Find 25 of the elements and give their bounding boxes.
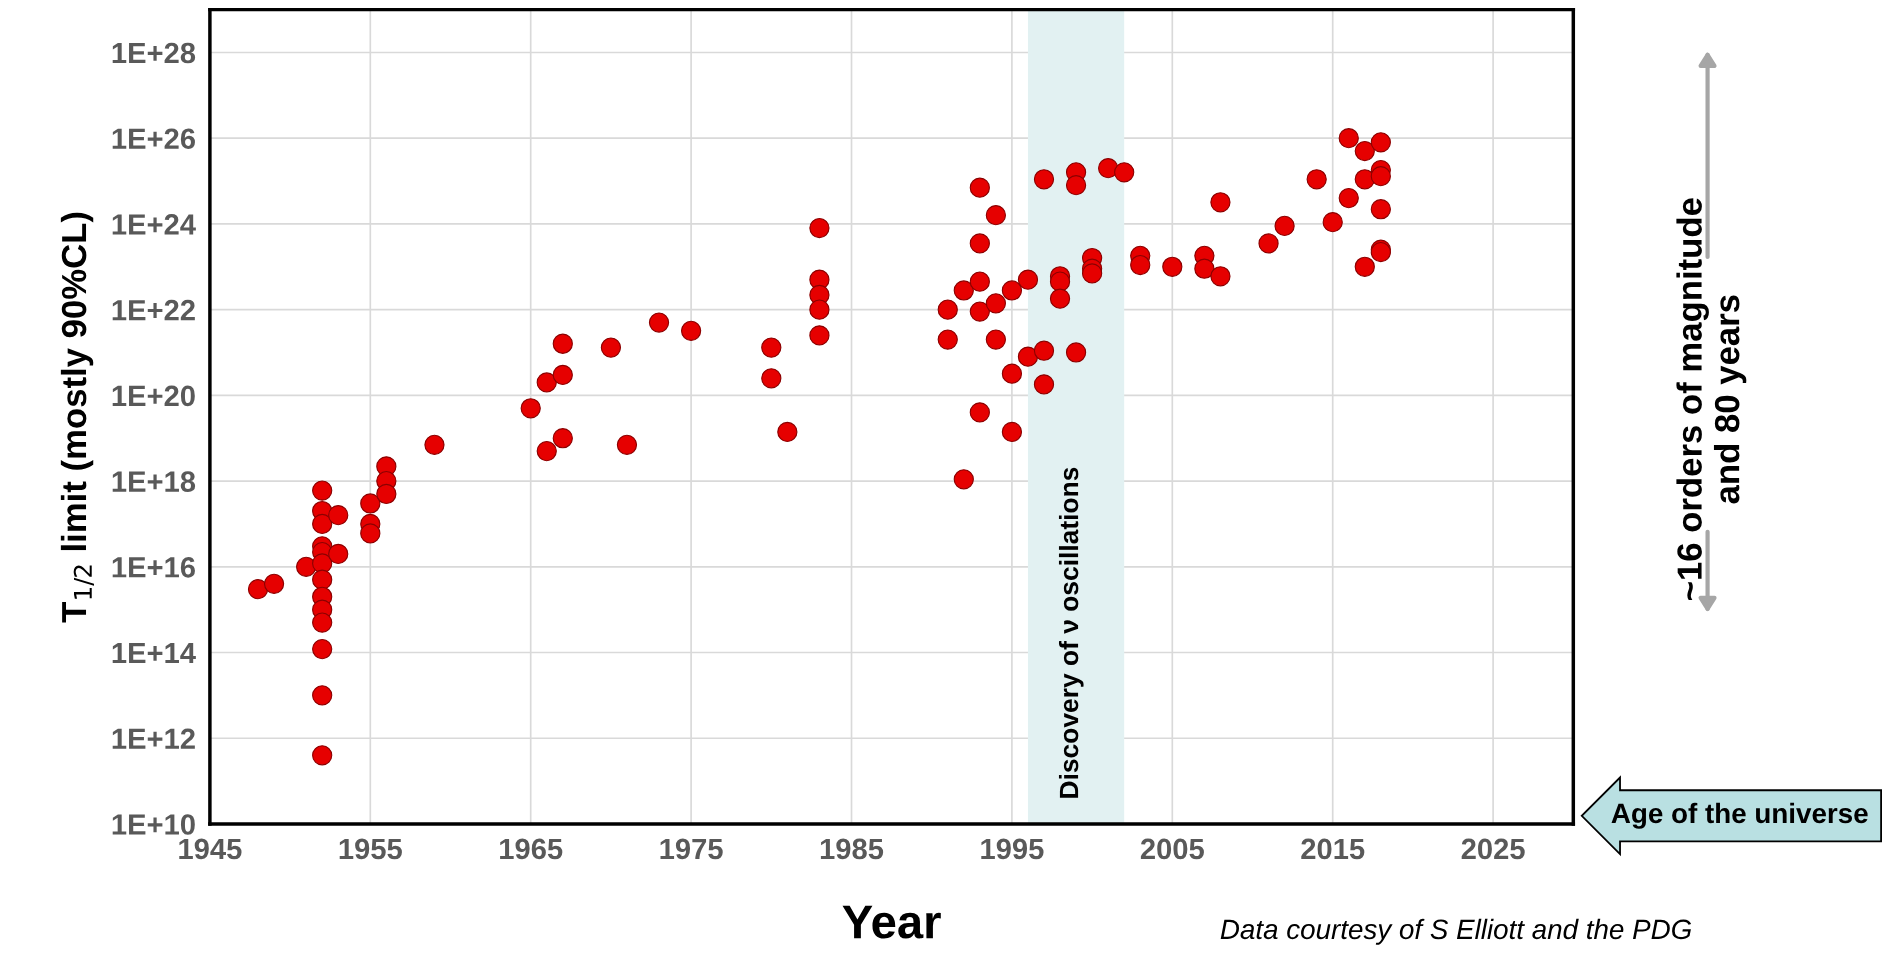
y-axis-title: T$_{1/2}$ limit (mostly 90%CL) xyxy=(60,212,94,623)
y-tick-label: 1E+26 xyxy=(112,128,195,150)
x-tick-label: 2005 xyxy=(1140,838,1204,860)
y-tick-label: 1E+14 xyxy=(112,643,196,664)
y-tick-label: 1E+24 xyxy=(112,214,196,235)
text: Data courtesy of S Elliott and the PDG xyxy=(1220,918,1692,945)
y-tick-label: 1E+12 xyxy=(112,728,195,749)
y-tick-label: 1E+18 xyxy=(112,471,196,492)
y-tick-label: 1E+16 xyxy=(112,557,195,578)
x-tick-label: 2025 xyxy=(1461,838,1525,860)
x-tick-label: 1945 xyxy=(179,838,242,860)
x-tick-label: 1975 xyxy=(660,838,723,860)
y-tick-label: 1E+20 xyxy=(112,385,195,407)
x-tick-label: 1955 xyxy=(339,838,402,860)
y-tick-label: 1E+10 xyxy=(112,814,195,835)
x-axis-title: Year xyxy=(842,905,941,939)
text: ~16 orders of magnitude and 80 years xyxy=(1676,198,1747,600)
y-tick-label: 1E+22 xyxy=(112,299,195,321)
x-tick-label: 2015 xyxy=(1301,838,1365,860)
x-tick-label: 1985 xyxy=(820,838,884,860)
x-tick-label: 1995 xyxy=(981,838,1044,860)
band-label: Discovery of ν oscillations xyxy=(1058,467,1084,798)
text: Age of the universe xyxy=(1611,802,1868,829)
x-tick-label: 1965 xyxy=(500,838,563,860)
y-tick-label: 1E+28 xyxy=(112,42,196,64)
